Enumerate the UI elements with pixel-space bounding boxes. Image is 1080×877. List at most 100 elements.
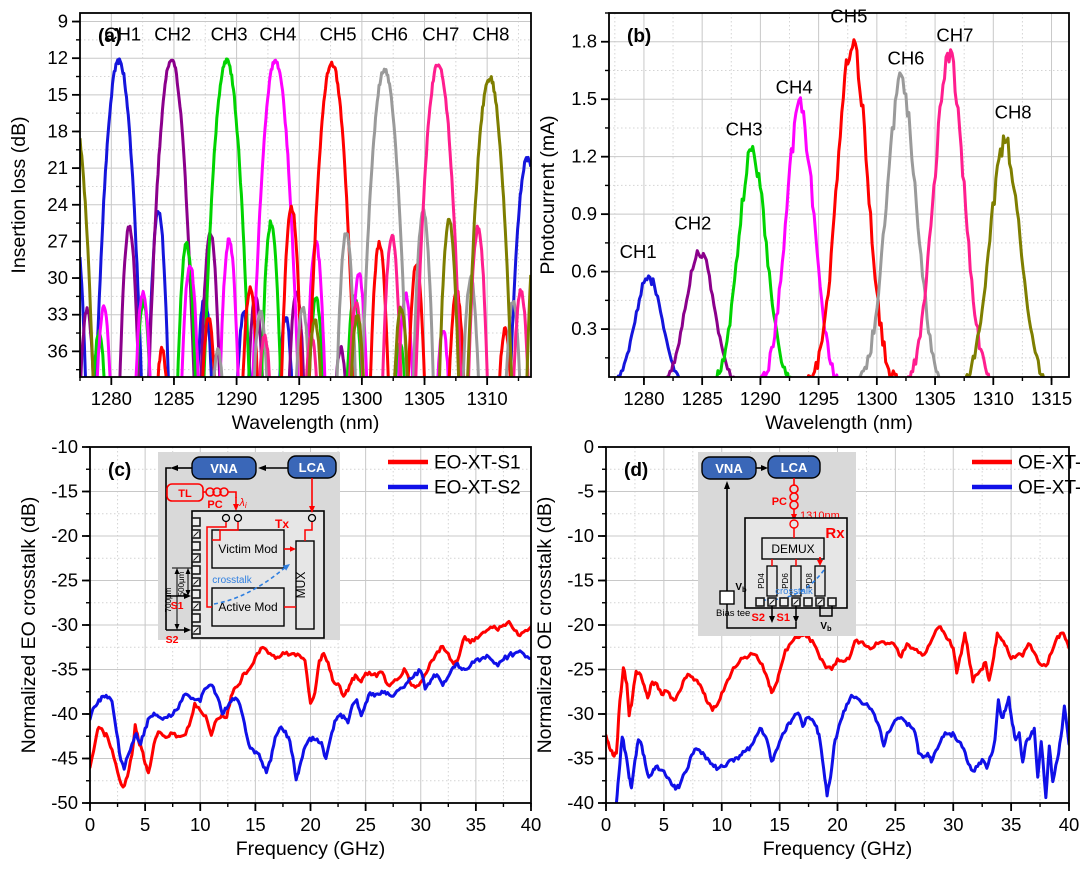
instrument-label: LCA (781, 460, 808, 475)
dim-500um-label: 500μm (177, 571, 186, 596)
x-tick-label: 20 (300, 814, 321, 835)
x-tick-label: 35 (1001, 814, 1022, 835)
series-ch7-mux (258, 63, 530, 377)
y-tick-label: -40 (51, 703, 78, 724)
s1-label: S1 (171, 600, 184, 612)
y-tick-label: 12 (47, 47, 68, 68)
tick-labels-d: 0 5 10 15 20 25 30 35 40 0 -5 -10 -15 -20 -25 -30 -35 -40 (567, 436, 1079, 835)
grating-coupler (789, 519, 799, 529)
channel-label: CH2 (674, 212, 711, 233)
grating-coupler (233, 513, 243, 523)
arrow-head (174, 568, 180, 574)
channel-label: CH3 (726, 119, 763, 140)
legend-c: EO-XT-S1 EO-XT-S2 (388, 453, 521, 499)
axes-b (601, 12, 1070, 385)
y-tick-label: -5 (578, 481, 594, 502)
y-tick-label: -15 (567, 570, 594, 591)
arrow-head (258, 465, 266, 471)
tx-label: Tx (275, 517, 289, 531)
y-tick-label: -10 (567, 525, 594, 546)
tick-labels-c: 0 5 10 15 20 25 30 35 40 -10 -15 -20 -25 -30 -35 -40 -45… (51, 436, 541, 835)
y-tick-label: -15 (51, 481, 78, 502)
arrow-head (769, 616, 775, 623)
panel-label-c: (c) (108, 460, 131, 481)
plot-c: VNA LCA TL PC λi Tx Victim Mod Active Mod MUX cro… (18, 436, 541, 860)
arrow-head (184, 627, 191, 633)
gsg-pad (191, 589, 201, 599)
bias-tee-label: Bias tee (716, 608, 750, 619)
y-tick-label: 24 (47, 194, 68, 215)
series-group-d (606, 625, 1069, 803)
arrow-head (185, 590, 191, 596)
polarization-controller-coil (205, 487, 215, 497)
arrow-line (281, 567, 285, 571)
vb-label: Vb (735, 582, 747, 594)
plot-b: CH1 CH2 CH3 CH4 CH5 CH6 CH7 CH8 1280 1285 1290 1295… (537, 6, 1072, 434)
x-tick-label: 1300 (856, 388, 897, 409)
x-tick-label: 20 (827, 814, 848, 835)
gsg-pad (779, 597, 789, 607)
arrow-head (817, 560, 823, 566)
arrow-head (233, 504, 239, 511)
y-axis-title: Normalized OE crosstalk (dB) (534, 497, 556, 754)
pd-label: PD6 (781, 573, 790, 589)
pd-label: PD8 (805, 573, 814, 589)
x-tick-label: 25 (355, 814, 376, 835)
x-tick-label: 1305 (914, 388, 955, 409)
x-tick-label: 5 (140, 814, 150, 835)
y-tick-label: -40 (567, 792, 594, 813)
y-axis-title: Photocurrent (mA) (537, 115, 559, 274)
active-mod-label: Active Mod (218, 600, 277, 614)
legend-label: OE-XT-S1 (1018, 453, 1080, 474)
x-tick-label: 1285 (153, 388, 194, 409)
arrow-head (170, 465, 178, 471)
y-tick-label: 27 (47, 230, 68, 251)
x-tick-label: 1290 (216, 388, 257, 409)
tick-labels-a: 1280 1285 1290 1295 1300 1305 1310 9 12 15 18 21 24 2… (47, 11, 507, 409)
gsg-pad (191, 565, 201, 575)
instrument-label: LCA (299, 460, 326, 475)
polarization-controller-coil (212, 487, 222, 497)
x-axis-title: Wavelength (nm) (765, 412, 913, 434)
y-tick-label: 30 (47, 267, 68, 288)
series-eo-xt-s2 (90, 649, 531, 782)
tl-label: TL (178, 488, 192, 500)
series-group-a (80, 57, 531, 377)
pc-label: PC (207, 499, 222, 511)
y-tick-label: -30 (51, 614, 78, 635)
legend-label: EO-XT-S2 (434, 478, 521, 499)
y-tick-label: 1.2 (571, 146, 597, 167)
arrow-head (174, 624, 180, 630)
x-tick-label: 10 (711, 814, 732, 835)
s2-label: S2 (752, 612, 765, 624)
series-ch2-photocurrent (665, 249, 736, 377)
series-ch3-photocurrent (715, 144, 793, 377)
channel-label: CH1 (104, 23, 141, 44)
s2-label: S2 (166, 634, 179, 646)
series-group-c (90, 619, 531, 789)
lambda-label: λi (238, 497, 246, 510)
x-tick-label: 1295 (279, 388, 320, 409)
x-tick-label: 1310 (973, 388, 1014, 409)
x-tick-label: 1280 (91, 388, 132, 409)
gsg-pad (191, 613, 201, 623)
y-tick-label: -25 (567, 659, 594, 680)
x-tick-label: 1285 (682, 388, 723, 409)
panel-label-d: (d) (624, 460, 648, 481)
legend-label: OE-XT-S2 (1018, 478, 1080, 499)
series-ch8-mux (80, 75, 531, 377)
x-tick-label: 1300 (341, 388, 382, 409)
x-tick-label: 30 (410, 814, 431, 835)
victim-mod-label: Victim Mod (218, 542, 277, 556)
gsg-pad (827, 597, 837, 607)
rx-label: Rx (825, 525, 845, 542)
x-tick-label: 1315 (1031, 388, 1072, 409)
y-tick-label: 1.8 (571, 31, 597, 52)
s1-label: S1 (777, 612, 790, 624)
y-tick-label: 1.5 (571, 88, 597, 109)
y-tick-label: 36 (47, 340, 68, 361)
gsg-pad (191, 541, 201, 551)
